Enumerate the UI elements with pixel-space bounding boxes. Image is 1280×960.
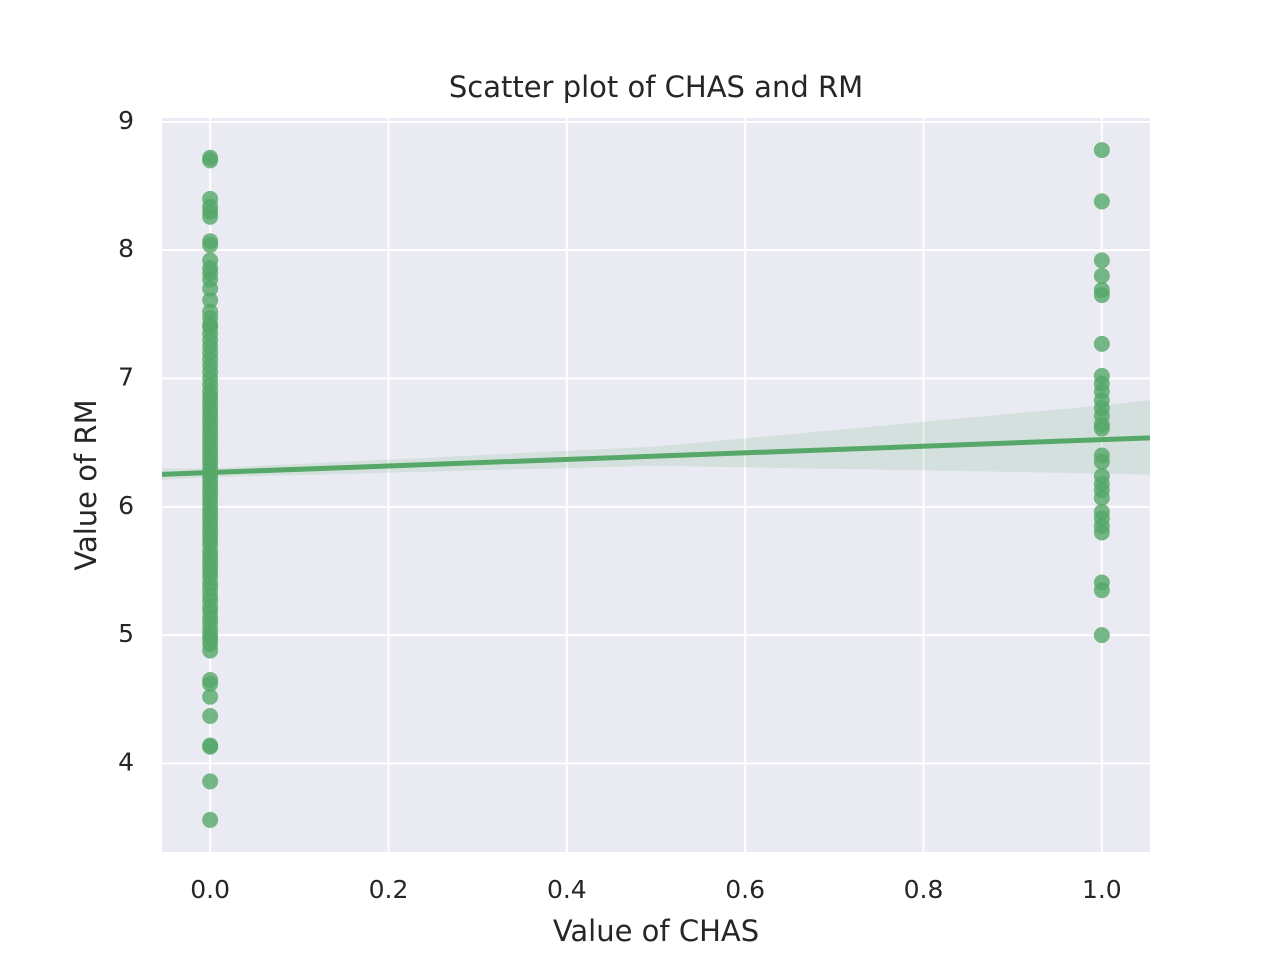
point [202, 237, 219, 254]
plot-background [162, 118, 1150, 852]
point [1093, 193, 1110, 210]
point [202, 688, 219, 705]
point [1093, 524, 1110, 541]
point [1093, 627, 1110, 644]
point [202, 738, 219, 755]
chart-title: Scatter plot of CHAS and RM [449, 70, 863, 104]
point [202, 675, 219, 692]
y-axis-label: Value of RM [69, 399, 103, 570]
point [202, 707, 219, 724]
point [202, 292, 219, 309]
point [1093, 489, 1110, 506]
x-axis-label: Value of CHAS [553, 914, 759, 948]
x-tick-label: 0.2 [369, 875, 409, 904]
point [202, 319, 219, 336]
y-tick-label: 8 [118, 234, 134, 263]
point [202, 280, 219, 297]
point [1093, 252, 1110, 269]
point [1093, 335, 1110, 352]
y-tick-label: 5 [118, 619, 134, 648]
point [1093, 420, 1110, 437]
confidence-band [162, 400, 1150, 480]
point [202, 152, 219, 169]
x-tick-label: 0.4 [547, 875, 587, 904]
point [202, 773, 219, 790]
y-tick-label: 4 [118, 747, 134, 776]
y-tick-label: 6 [118, 491, 134, 520]
point [1093, 142, 1110, 159]
x-tick-label: 0.6 [725, 875, 765, 904]
x-tick-label: 0.0 [190, 875, 230, 904]
regression-line [161, 435, 1151, 477]
y-tick-label: 7 [118, 362, 134, 391]
x-tick-label: 1.0 [1082, 875, 1122, 904]
point [1093, 453, 1110, 470]
x-tick-label: 0.8 [904, 875, 944, 904]
point [1093, 287, 1110, 304]
point [202, 811, 219, 828]
point [202, 208, 219, 225]
y-tick-label: 9 [118, 106, 134, 135]
point [1093, 582, 1110, 599]
point [1093, 267, 1110, 284]
